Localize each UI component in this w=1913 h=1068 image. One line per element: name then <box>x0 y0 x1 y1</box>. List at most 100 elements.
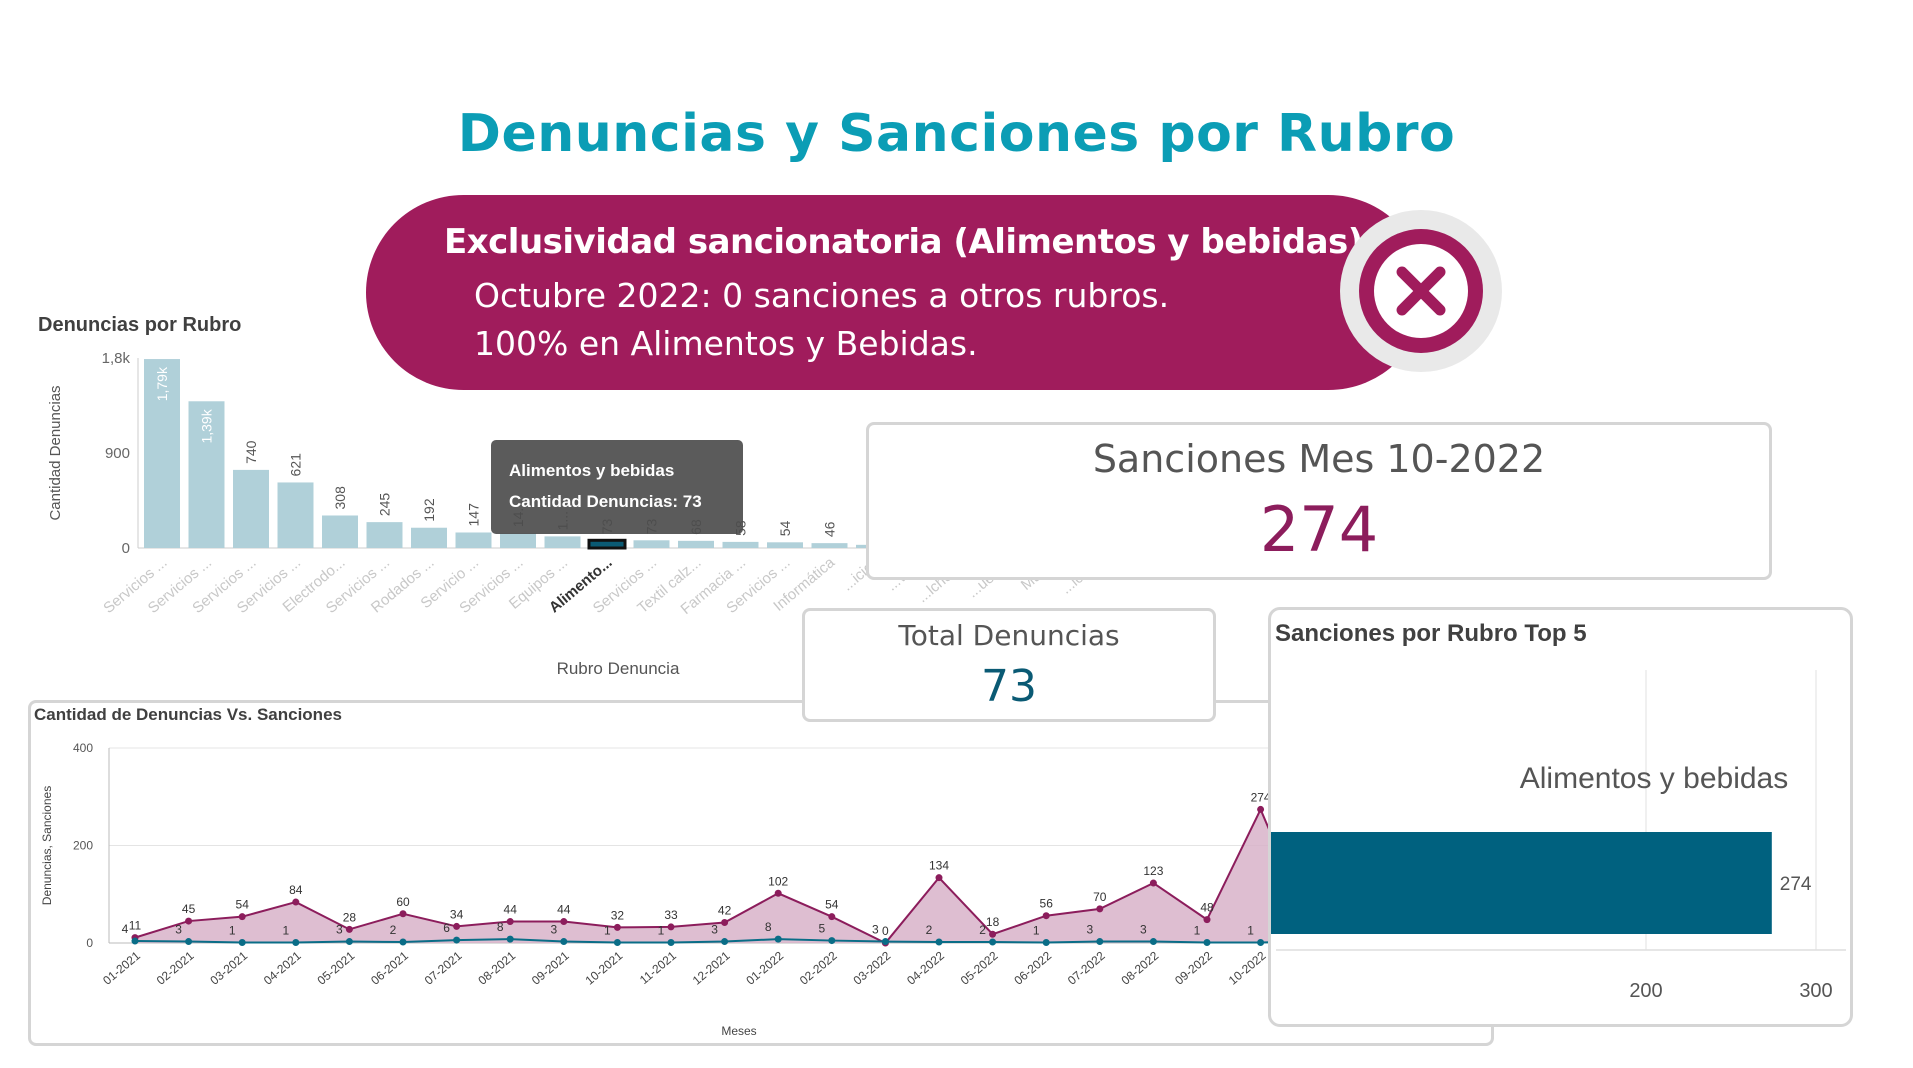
denuncias-point <box>345 938 353 946</box>
sanciones-por-rubro-top5-card: Sanciones por Rubro Top 5 200 300 Alimento… <box>1268 607 1853 1027</box>
bar-value-label: 740 <box>243 440 259 464</box>
line-x-tick-label: 05-2022 <box>958 948 1001 987</box>
denuncias-data-label: 8 <box>765 920 772 934</box>
denuncias-point <box>1257 939 1265 947</box>
denuncias-data-label: 1 <box>229 924 236 938</box>
denuncias-data-label: 3 <box>872 923 879 937</box>
bar-rect <box>455 532 492 548</box>
denuncias-point <box>613 939 621 947</box>
bar-rect <box>411 527 447 548</box>
line-x-tick-label: 09-2022 <box>1172 948 1215 987</box>
sanciones-data-label: 56 <box>1040 897 1054 911</box>
kpi-sanciones-mes-value: 274 <box>1259 493 1379 566</box>
banner-line-1: Octubre 2022: 0 sanciones a otros rubros… <box>474 276 1170 315</box>
bar-y-tick-label: 0 <box>122 540 130 557</box>
bar-rect <box>188 401 225 548</box>
close-circle-icon <box>1340 210 1502 372</box>
sanciones-point <box>1042 912 1050 920</box>
line-x-axis-label: Meses <box>721 1024 756 1038</box>
sanciones-point <box>1096 905 1104 913</box>
denuncias-data-label: 3 <box>175 923 182 937</box>
chart-title-top5: Sanciones por Rubro Top 5 <box>1275 620 1587 647</box>
sanciones-data-label: 102 <box>768 874 788 888</box>
denuncias-point <box>292 939 300 947</box>
denuncias-point <box>185 938 193 946</box>
kpi-sanciones-mes-card: Sanciones Mes 10-2022 274 <box>866 422 1772 580</box>
bar-y-tick-label: 900 <box>105 445 130 462</box>
denuncias-point <box>667 939 675 947</box>
denuncias-point <box>828 937 836 945</box>
denuncias-data-label: 1 <box>658 924 665 938</box>
denuncias-point <box>238 939 246 947</box>
bar-y-tick-label: 1,8k <box>102 350 131 367</box>
insight-banner <box>366 195 1426 390</box>
hbar-value-label: 274 <box>1780 874 1812 895</box>
line-y-tick-label: 0 <box>86 936 93 950</box>
line-x-tick-label: 04-2022 <box>904 948 947 987</box>
sanciones-data-label: 18 <box>986 915 1000 929</box>
denuncias-point <box>721 938 729 946</box>
bar-rect <box>767 542 803 548</box>
denuncias-point <box>1149 938 1157 946</box>
line-y-axis-label: Denuncias, Sanciones <box>40 786 54 905</box>
sanciones-data-label: 123 <box>1143 864 1163 878</box>
denuncias-point <box>453 936 461 944</box>
denuncias-point <box>1042 939 1050 947</box>
sanciones-data-label: 28 <box>343 910 357 924</box>
line-x-tick-label: 07-2021 <box>422 948 465 987</box>
sanciones-point <box>560 918 568 926</box>
denuncias-data-label: 5 <box>818 922 825 936</box>
line-x-tick-label: 12-2021 <box>690 948 733 987</box>
denuncias-data-label: 3 <box>336 923 343 937</box>
line-y-tick-label: 200 <box>73 839 93 853</box>
denuncias-point <box>989 938 997 946</box>
denuncias-point <box>1203 939 1211 947</box>
denuncias-data-label: 3 <box>1140 923 1147 937</box>
hbar-x-tick-label: 300 <box>1799 980 1832 1002</box>
sanciones-data-label: 60 <box>396 895 410 909</box>
bar-value-label: 54 <box>777 521 793 537</box>
tooltip-box <box>491 440 743 534</box>
sanciones-point <box>613 923 621 931</box>
denuncias-data-label: 2 <box>926 923 933 937</box>
sanciones-point <box>721 919 729 927</box>
bar-rect <box>633 540 670 548</box>
denuncias-data-label: 2 <box>979 923 986 937</box>
bar-rect <box>233 469 269 548</box>
bar-value-label: 308 <box>332 486 348 510</box>
sanciones-line <box>134 807 1368 945</box>
chart-title-denuncias-por-rubro: Denuncias por Rubro <box>38 314 242 336</box>
kpi-total-denuncias-label: Total Denuncias <box>898 619 1120 652</box>
denuncias-data-label: 1 <box>282 924 289 938</box>
chart-title-denuncias-vs-sanciones: Cantidad de Denuncias Vs. Sanciones <box>34 705 342 724</box>
line-x-tick-label: 10-2021 <box>583 948 626 987</box>
sanciones-data-label: 44 <box>557 903 571 917</box>
denuncias-point <box>1096 938 1104 946</box>
sanciones-point <box>185 917 193 925</box>
sanciones-point <box>238 913 246 921</box>
denuncias-data-label: 3 <box>550 923 557 937</box>
line-x-tick-label: 03-2022 <box>851 948 894 987</box>
sanciones-point <box>774 889 782 897</box>
line-x-tick-label: 03-2021 <box>207 948 250 987</box>
line-x-tick-label: 10-2022 <box>1226 948 1269 987</box>
bar-rect <box>678 540 714 548</box>
bar-value-label: 147 <box>466 503 482 527</box>
hbar-x-tick-label: 200 <box>1629 980 1662 1002</box>
bar-rect <box>587 538 627 550</box>
sanciones-data-label: 48 <box>1200 901 1214 915</box>
denuncias-line <box>134 938 1368 944</box>
sanciones-point <box>345 925 353 933</box>
denuncias-data-label: 1 <box>1194 924 1201 938</box>
sanciones-point <box>1149 879 1157 887</box>
denuncias-data-label: 3 <box>711 923 718 937</box>
sanciones-point <box>1257 805 1265 813</box>
close-x-stroke-2 <box>1396 266 1446 316</box>
line-x-tick-label: 01-2021 <box>100 948 143 987</box>
sanciones-data-label: 54 <box>825 898 839 912</box>
sanciones-data-label: 32 <box>611 908 625 922</box>
denuncias-data-label: 8 <box>497 920 504 934</box>
sanciones-point <box>935 874 943 882</box>
bar-rect <box>722 541 759 548</box>
sanciones-data-label: 34 <box>450 907 464 921</box>
